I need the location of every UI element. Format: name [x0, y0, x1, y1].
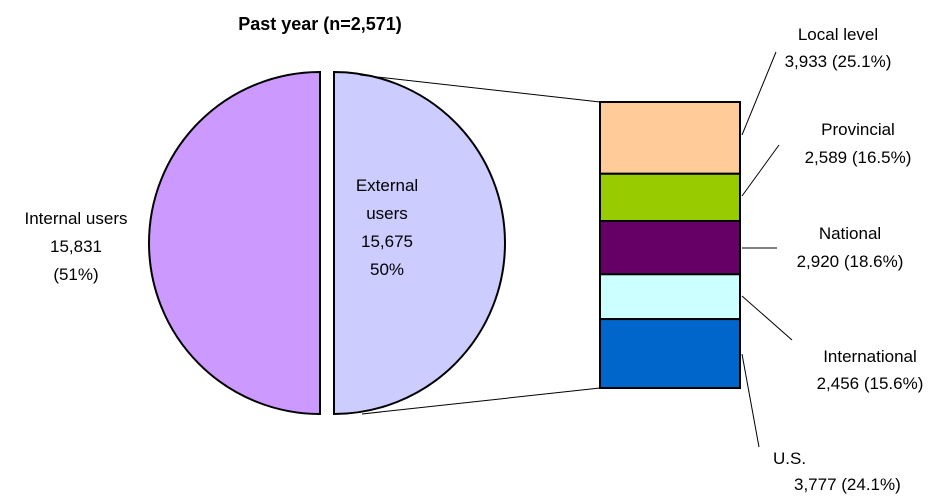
- segment-value-national: 2,920 (18.6%): [797, 252, 904, 271]
- breakdown-leader-lines: [741, 51, 793, 448]
- segment-label-international: International: [823, 347, 917, 366]
- segment-label-local-level: Local level: [798, 25, 878, 44]
- label-external-users: External users 15,675 50%: [356, 176, 418, 279]
- connector-line-top: [359, 74, 601, 103]
- segment-label-provincial: Provincial: [821, 120, 895, 139]
- chart-title: Past year (n=2,571): [238, 14, 402, 34]
- breakdown-bar: [599, 101, 741, 389]
- segment-label-national: National: [819, 224, 881, 243]
- external-users-name-line2: users: [366, 204, 408, 223]
- bar-segment-international: [599, 273, 741, 321]
- bar-segment-u-s: [599, 318, 741, 389]
- segment-value-international: 2,456 (15.6%): [817, 374, 924, 393]
- leader-line-local-level: [741, 51, 777, 136]
- external-users-percent: 50%: [370, 260, 404, 279]
- label-internal-users: Internal users 15,831 (51%): [25, 209, 128, 284]
- bar-segment-local-level: [599, 101, 741, 175]
- segment-value-u-s: 3,777 (24.1%): [794, 475, 901, 494]
- connector-line-bottom: [361, 387, 601, 415]
- segment-value-local-level: 3,933 (25.1%): [785, 52, 892, 71]
- leader-line-u-s: [741, 353, 760, 448]
- pie-slice-external-users: [333, 70, 506, 416]
- external-users-name-line1: External: [356, 176, 418, 195]
- segment-value-provincial: 2,589 (16.5%): [805, 148, 912, 167]
- pie-slice-internal-users: [148, 70, 321, 416]
- leader-line-international: [741, 295, 793, 341]
- external-users-value: 15,675: [361, 232, 413, 251]
- bar-segment-national: [599, 219, 741, 276]
- leader-line-provincial: [741, 144, 780, 197]
- breakdown-labels: Local level 3,933 (25.1%) Provincial 2,589 …: [773, 25, 923, 494]
- segment-label-u-s: U.S.: [773, 449, 806, 468]
- internal-users-percent: (51%): [53, 265, 98, 284]
- bar-segment-provincial: [599, 172, 741, 222]
- internal-users-name: Internal users: [25, 209, 128, 228]
- internal-users-value: 15,831: [50, 237, 102, 256]
